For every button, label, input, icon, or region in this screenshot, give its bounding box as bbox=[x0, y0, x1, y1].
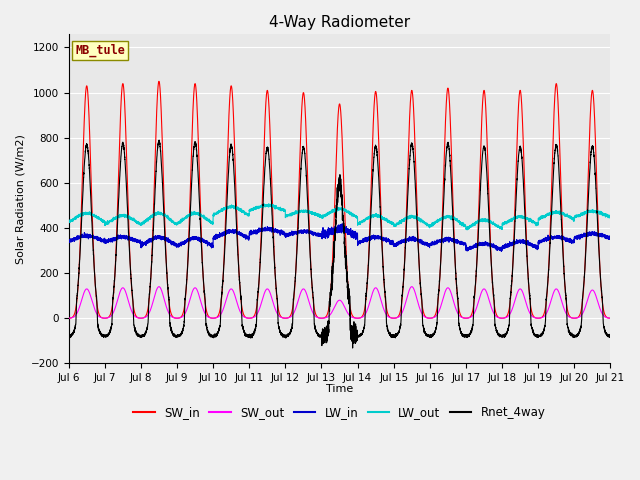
LW_in bbox=[461, 241, 468, 247]
LW_in bbox=[607, 234, 614, 240]
SW_in bbox=[155, 78, 163, 84]
Rnet_4way bbox=[577, 324, 585, 330]
LW_in bbox=[584, 229, 591, 235]
SW_in bbox=[577, 308, 585, 314]
LW_in bbox=[339, 221, 346, 227]
SW_in bbox=[321, 314, 329, 320]
Rnet_4way bbox=[607, 334, 614, 340]
SW_out bbox=[65, 315, 72, 321]
LW_out bbox=[463, 227, 471, 233]
SW_in bbox=[249, 314, 257, 320]
Text: MB_tule: MB_tule bbox=[75, 44, 125, 57]
Line: LW_in: LW_in bbox=[68, 224, 611, 252]
SW_in bbox=[65, 315, 72, 321]
SW_out bbox=[476, 293, 484, 299]
Rnet_4way bbox=[584, 207, 591, 213]
SW_out bbox=[584, 297, 591, 302]
LW_in bbox=[249, 230, 257, 236]
Rnet_4way bbox=[321, 335, 329, 341]
SW_out bbox=[577, 313, 585, 319]
Rnet_4way bbox=[249, 333, 257, 338]
Y-axis label: Solar Radiation (W/m2): Solar Radiation (W/m2) bbox=[15, 134, 25, 264]
SW_in bbox=[317, 315, 325, 321]
LW_out bbox=[265, 201, 273, 207]
LW_out bbox=[577, 211, 585, 216]
Line: LW_out: LW_out bbox=[68, 204, 611, 230]
Line: SW_out: SW_out bbox=[68, 287, 611, 318]
SW_in bbox=[607, 315, 614, 321]
SW_out bbox=[607, 315, 614, 321]
LW_in bbox=[321, 233, 329, 239]
Title: 4-Way Radiometer: 4-Way Radiometer bbox=[269, 15, 410, 30]
SW_in bbox=[461, 315, 468, 321]
SW_out bbox=[321, 315, 329, 321]
LW_out bbox=[321, 212, 329, 217]
Rnet_4way bbox=[156, 137, 163, 143]
Rnet_4way bbox=[461, 332, 468, 337]
Rnet_4way bbox=[349, 345, 356, 351]
SW_in bbox=[584, 188, 591, 193]
LW_in bbox=[476, 241, 484, 247]
X-axis label: Time: Time bbox=[326, 384, 353, 395]
Legend: SW_in, SW_out, LW_in, LW_out, Rnet_4way: SW_in, SW_out, LW_in, LW_out, Rnet_4way bbox=[129, 401, 550, 423]
LW_in bbox=[577, 234, 585, 240]
LW_out bbox=[476, 218, 484, 224]
SW_out bbox=[155, 284, 163, 289]
SW_out bbox=[317, 315, 325, 321]
SW_out bbox=[249, 315, 257, 321]
Line: SW_in: SW_in bbox=[68, 81, 611, 318]
LW_in bbox=[498, 249, 506, 254]
LW_in bbox=[65, 238, 72, 243]
Rnet_4way bbox=[476, 194, 484, 200]
LW_out bbox=[461, 221, 468, 227]
Rnet_4way bbox=[65, 333, 72, 338]
LW_out bbox=[584, 208, 591, 214]
LW_out bbox=[607, 214, 614, 220]
SW_in bbox=[476, 166, 484, 172]
Line: Rnet_4way: Rnet_4way bbox=[68, 140, 611, 348]
LW_out bbox=[249, 207, 257, 213]
SW_out bbox=[461, 315, 468, 321]
LW_out bbox=[65, 219, 72, 225]
